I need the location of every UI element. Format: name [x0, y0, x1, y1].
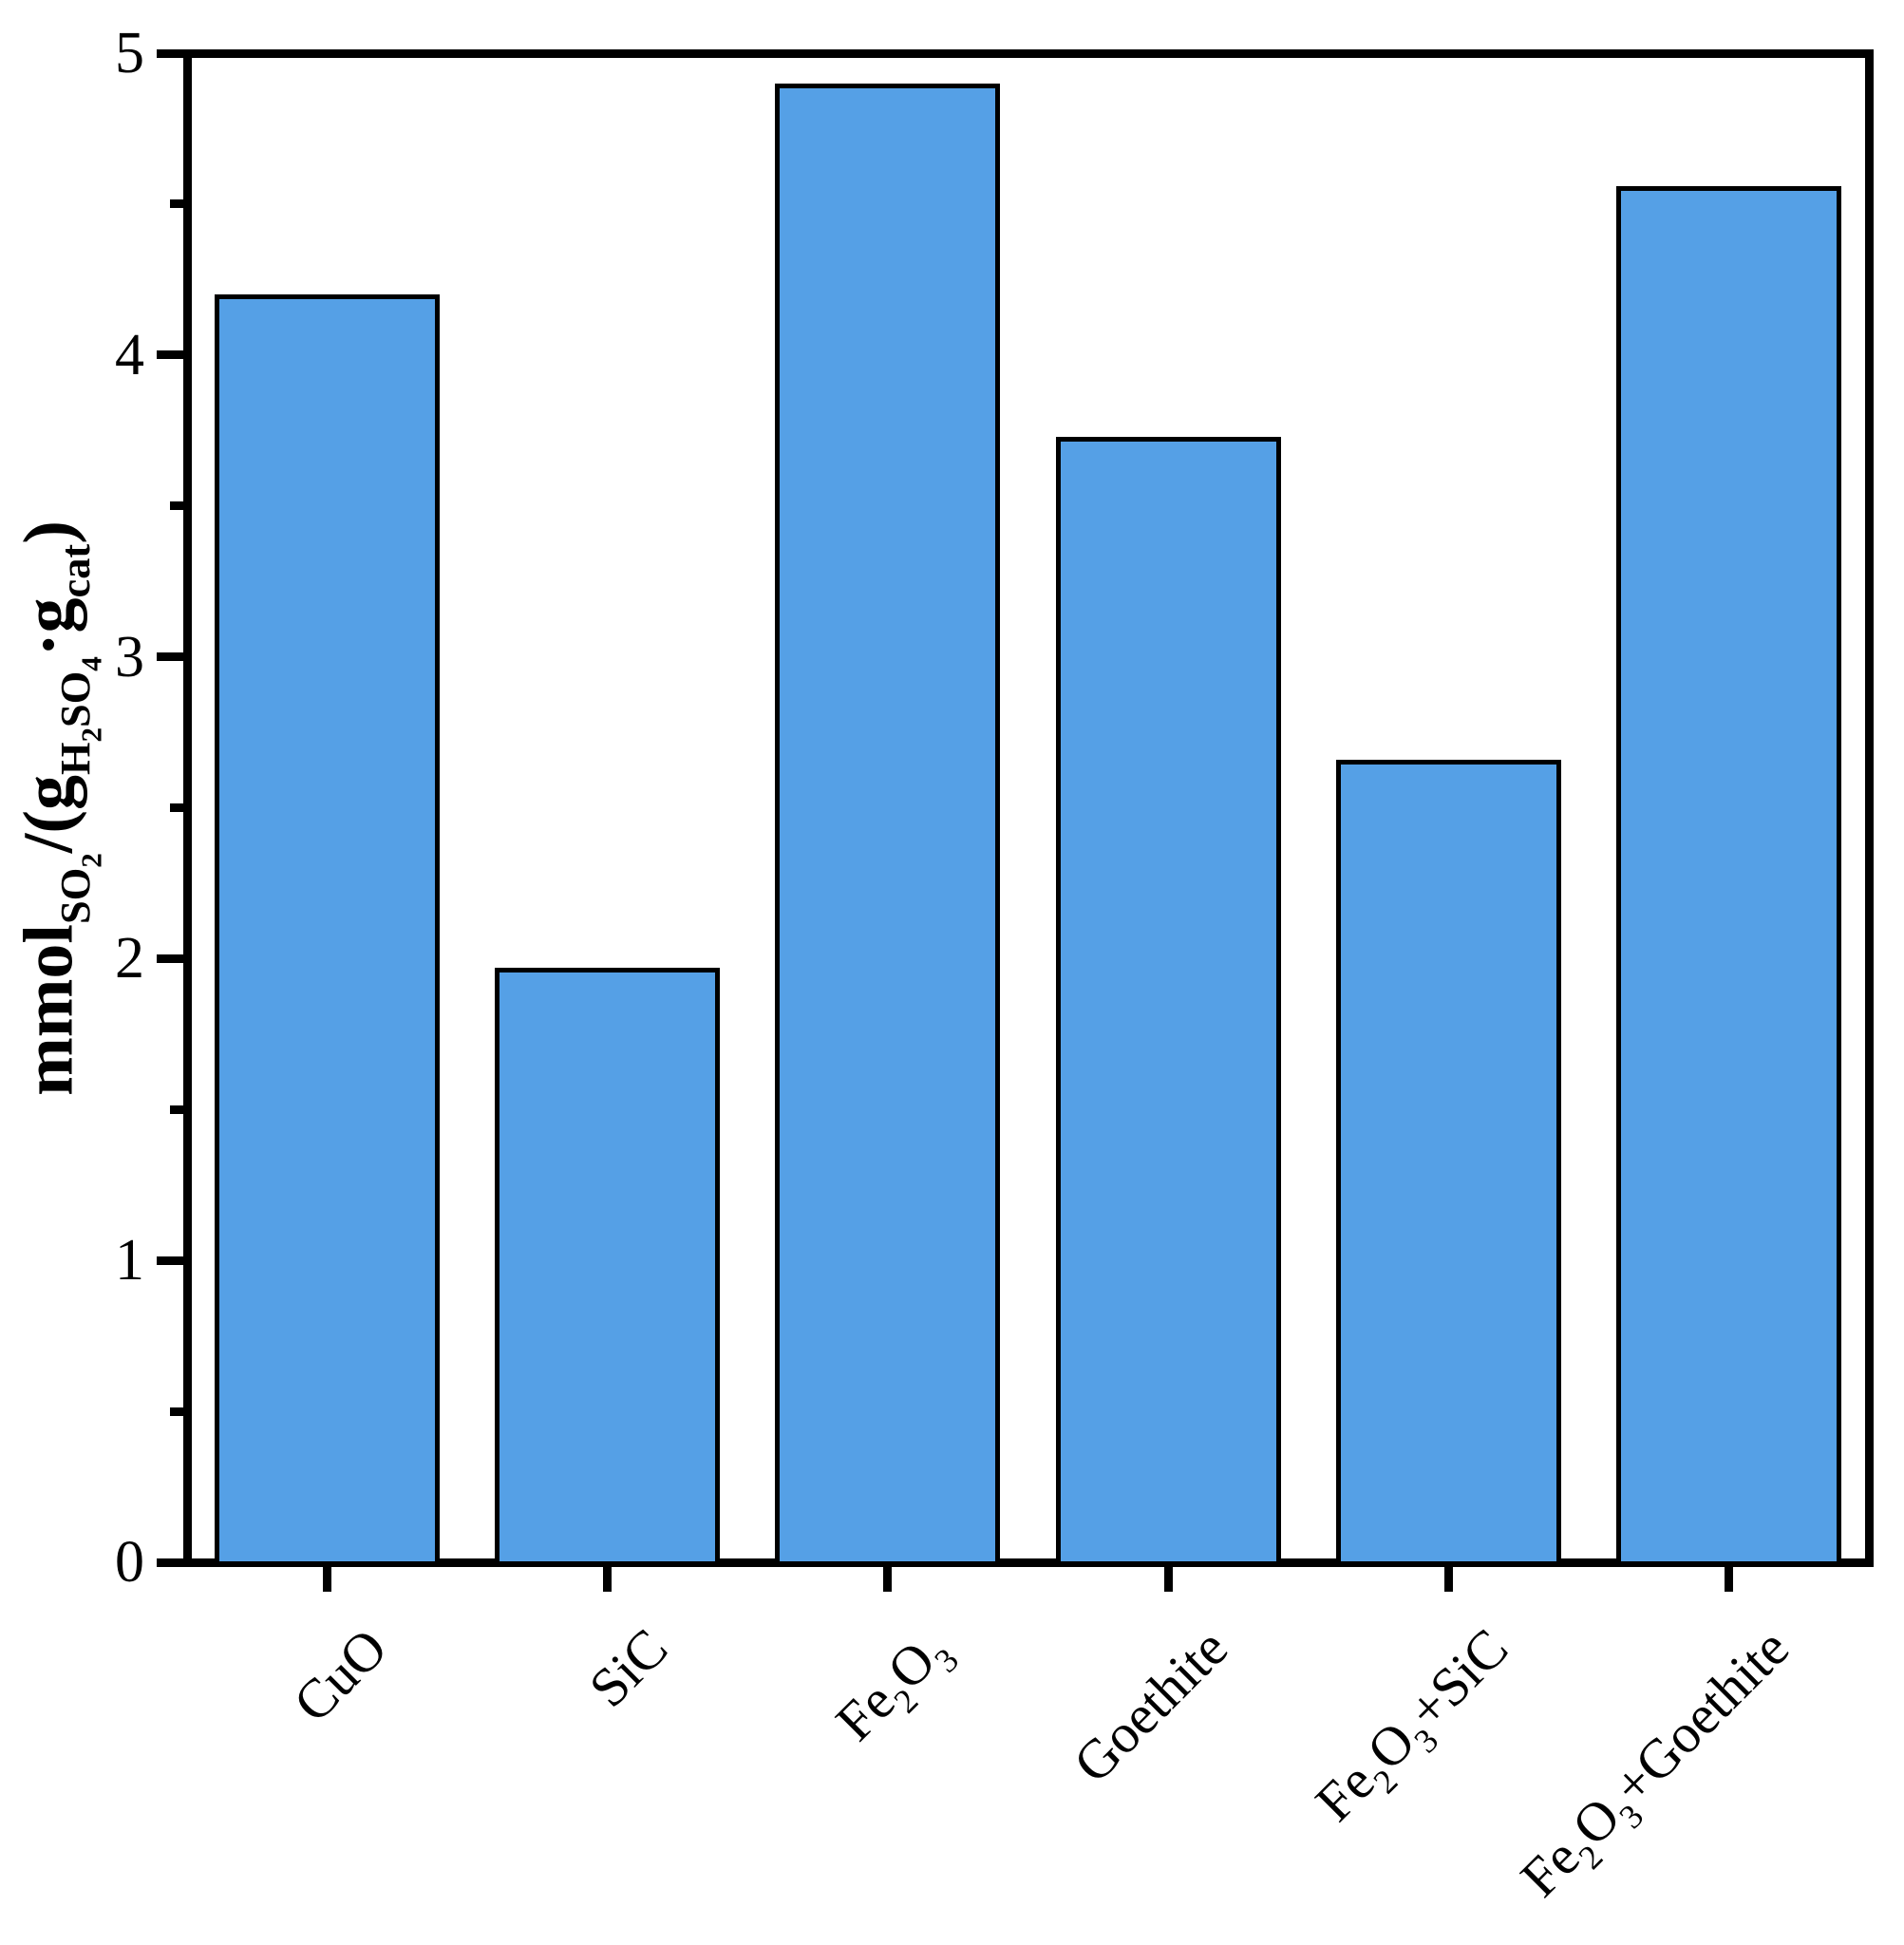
- x-tick: [323, 1566, 332, 1592]
- subscript-text: SO: [51, 867, 100, 924]
- x-tick-label-SiC: SiC: [576, 1616, 680, 1719]
- subscript-text: H: [51, 741, 100, 775]
- x-tick: [883, 1566, 893, 1592]
- label-text: Goethite: [1062, 1616, 1240, 1795]
- x-tick-label-Fe2O3-SiC: Fe2O3+SiC: [1303, 1616, 1535, 1848]
- y-axis-label: mmolSO2/(gH2SO4·gcat): [9, 520, 108, 1096]
- subscript-text: 4: [74, 655, 108, 671]
- y-tick-label: 3: [115, 624, 144, 689]
- label-text: O: [875, 1629, 947, 1702]
- y-tick-label: 1: [115, 1228, 144, 1294]
- bar-Goethite: [1055, 436, 1281, 1567]
- y-tick-label: 4: [115, 322, 144, 387]
- y-tick-label: 5: [115, 21, 144, 85]
- subscript-text: 2: [74, 852, 108, 868]
- y-tick-label: 2: [115, 926, 144, 991]
- x-tick: [1163, 1566, 1173, 1592]
- label-text: ·g: [9, 596, 88, 656]
- y-tick-label: 0: [115, 1530, 144, 1595]
- y-minor-tick: [169, 803, 183, 812]
- x-tick-label-Goethite: Goethite: [1062, 1616, 1240, 1795]
- y-major-tick: [156, 48, 183, 58]
- bar-Fe2O3: [775, 83, 1001, 1567]
- bar-Fe2O3-Goethite: [1615, 185, 1841, 1567]
- y-major-tick: [156, 350, 183, 360]
- x-tick-label-Fe2O3-Goethite: Fe2O3+Goethite: [1508, 1616, 1815, 1923]
- label-text: +SiC: [1395, 1616, 1520, 1741]
- x-tick-label-Fe2O3: Fe2O3: [823, 1617, 974, 1767]
- bar-CuO: [215, 294, 441, 1567]
- label-text: /(g: [9, 774, 88, 853]
- x-tick: [1724, 1566, 1733, 1592]
- y-minor-tick: [169, 1407, 183, 1416]
- label-text: Fe: [1303, 1750, 1386, 1834]
- plot-frame: [182, 48, 1874, 1567]
- x-tick: [1443, 1566, 1453, 1592]
- subscript-text: cat: [51, 543, 100, 597]
- bar-Fe2O3-SiC: [1335, 759, 1561, 1567]
- label-text: Fe: [823, 1670, 907, 1753]
- label-text: Fe: [1508, 1825, 1592, 1909]
- subscript-text: 2: [74, 727, 108, 742]
- x-tick-label-CuO: CuO: [281, 1616, 399, 1734]
- label-text: CuO: [281, 1616, 399, 1734]
- subscript-text: SO: [51, 670, 100, 727]
- y-minor-tick: [169, 501, 183, 511]
- y-major-tick: [156, 1558, 183, 1567]
- label-text: O: [1354, 1709, 1427, 1782]
- label-text: mmol: [9, 923, 88, 1096]
- label-text: +Goethite: [1600, 1616, 1800, 1817]
- y-major-tick: [156, 1256, 183, 1265]
- x-tick: [603, 1566, 613, 1592]
- label-text: SiC: [576, 1616, 680, 1719]
- y-major-tick: [156, 954, 183, 963]
- y-minor-tick: [169, 1105, 183, 1114]
- y-minor-tick: [169, 199, 183, 209]
- label-text: ): [9, 519, 88, 544]
- label-text: O: [1559, 1784, 1632, 1858]
- y-major-tick: [156, 652, 183, 662]
- bar-SiC: [495, 967, 721, 1567]
